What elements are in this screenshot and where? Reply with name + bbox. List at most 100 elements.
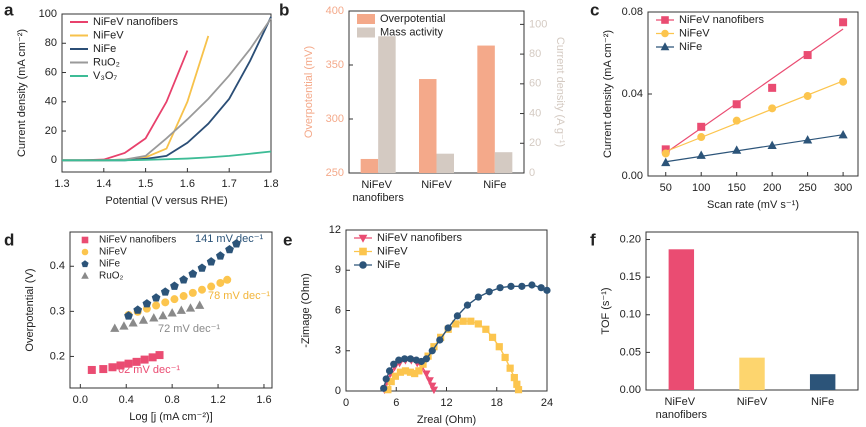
x-tick-label: 18 bbox=[491, 397, 503, 409]
y2-tick-label: 40 bbox=[529, 107, 541, 119]
x-tick-label: 1.7 bbox=[222, 178, 237, 190]
x-tick-label: 0.0 bbox=[73, 394, 88, 406]
y2-axis-title: Current density (A g⁻¹) bbox=[554, 37, 566, 147]
y-tick-label: 40 bbox=[45, 96, 57, 108]
marker bbox=[537, 284, 545, 292]
marker bbox=[206, 257, 216, 266]
panel-label: a bbox=[4, 0, 14, 19]
x-tick-label: 1.5 bbox=[138, 178, 153, 190]
x-tick-label: 100 bbox=[692, 182, 710, 194]
marker bbox=[108, 363, 117, 372]
marker bbox=[207, 282, 216, 291]
marker bbox=[406, 368, 415, 376]
y-tick-label: 0.04 bbox=[622, 88, 643, 100]
panel-label: c bbox=[590, 0, 599, 19]
legend-label: RuO₂ bbox=[93, 56, 120, 68]
series-line bbox=[62, 150, 272, 162]
marker bbox=[359, 261, 367, 269]
marker bbox=[661, 157, 671, 167]
marker bbox=[176, 305, 186, 314]
y-tick-label: 0 bbox=[335, 385, 341, 397]
marker bbox=[453, 312, 461, 320]
label-line: nanofibers bbox=[656, 409, 708, 421]
marker bbox=[732, 116, 741, 125]
marker bbox=[696, 150, 706, 159]
marker bbox=[216, 278, 225, 287]
marker bbox=[467, 317, 475, 325]
x-tick-label: 0 bbox=[343, 397, 349, 409]
legend-label: RuO₂ bbox=[99, 271, 124, 282]
marker bbox=[463, 301, 472, 309]
label-line: NiFeV bbox=[665, 396, 699, 408]
marker bbox=[661, 16, 669, 24]
panel-label: e bbox=[283, 230, 292, 249]
x-tick-label: 200 bbox=[763, 182, 781, 194]
marker bbox=[138, 315, 149, 324]
marker bbox=[223, 275, 232, 284]
marker bbox=[428, 347, 436, 355]
y-tick-label: 12 bbox=[329, 224, 341, 236]
legend-label: Mass activity bbox=[380, 26, 443, 38]
marker bbox=[81, 248, 89, 256]
marker bbox=[140, 355, 149, 364]
x-tick-label: NiFeV bbox=[737, 396, 768, 408]
x-tick-label: 1.2 bbox=[210, 394, 225, 406]
marker bbox=[482, 325, 490, 333]
y-axis-title: -Zimage (Ohm) bbox=[300, 273, 312, 348]
x-tick-label: NiFe bbox=[483, 179, 506, 191]
x-tick-label: 1.6 bbox=[256, 394, 271, 406]
marker bbox=[401, 355, 409, 363]
legend-label: NiFeV bbox=[679, 27, 710, 39]
marker bbox=[188, 288, 197, 297]
marker bbox=[188, 269, 198, 278]
bar bbox=[477, 45, 495, 174]
marker bbox=[87, 365, 96, 374]
marker bbox=[839, 77, 848, 86]
x-tick-label: NiFeV nanofibers bbox=[656, 396, 708, 421]
y-tick-label: 0 bbox=[51, 154, 57, 166]
annotation: 62 mV dec⁻¹ bbox=[118, 364, 180, 376]
marker bbox=[158, 310, 168, 320]
bar bbox=[668, 249, 695, 390]
marker bbox=[132, 357, 141, 366]
y2-tick-label: 80 bbox=[529, 48, 541, 60]
marker bbox=[197, 285, 206, 294]
annotation: 78 mV dec⁻¹ bbox=[208, 290, 270, 302]
marker bbox=[528, 281, 536, 289]
y-tick-label: 100 bbox=[39, 8, 57, 20]
marker bbox=[415, 367, 423, 375]
marker bbox=[128, 318, 138, 327]
marker bbox=[179, 275, 188, 284]
marker bbox=[514, 386, 523, 394]
legend-label: NiFeV nanofibers bbox=[99, 235, 176, 246]
legend-label: V₃O₇ bbox=[93, 70, 117, 82]
marker bbox=[81, 271, 89, 279]
marker bbox=[215, 251, 225, 260]
x-axis-title: Scan rate (mV s⁻¹) bbox=[707, 199, 799, 211]
bar bbox=[419, 79, 437, 173]
marker bbox=[124, 311, 133, 320]
panel-label: b bbox=[279, 0, 289, 19]
legend-label: NiFeV bbox=[377, 245, 408, 257]
x-tick-label: 0.8 bbox=[164, 394, 179, 406]
legend-label: NiFeV bbox=[99, 247, 127, 258]
marker bbox=[390, 360, 398, 368]
marker bbox=[507, 282, 515, 290]
plot-frame bbox=[61, 13, 272, 173]
fit-line bbox=[665, 28, 844, 154]
marker bbox=[197, 263, 207, 272]
marker bbox=[81, 260, 89, 268]
panel-label: f bbox=[590, 230, 596, 249]
marker bbox=[428, 382, 437, 391]
x-axis-title: Log [j (mA cm⁻²)] bbox=[129, 411, 212, 423]
marker bbox=[506, 364, 514, 372]
marker bbox=[422, 355, 430, 363]
plot-frame bbox=[69, 231, 273, 389]
marker bbox=[391, 372, 400, 380]
legend-swatch bbox=[357, 14, 375, 24]
marker bbox=[119, 321, 129, 330]
x-tick-label: 1.6 bbox=[180, 178, 195, 190]
marker bbox=[99, 365, 108, 374]
y-tick-label: 0.4 bbox=[50, 260, 65, 272]
